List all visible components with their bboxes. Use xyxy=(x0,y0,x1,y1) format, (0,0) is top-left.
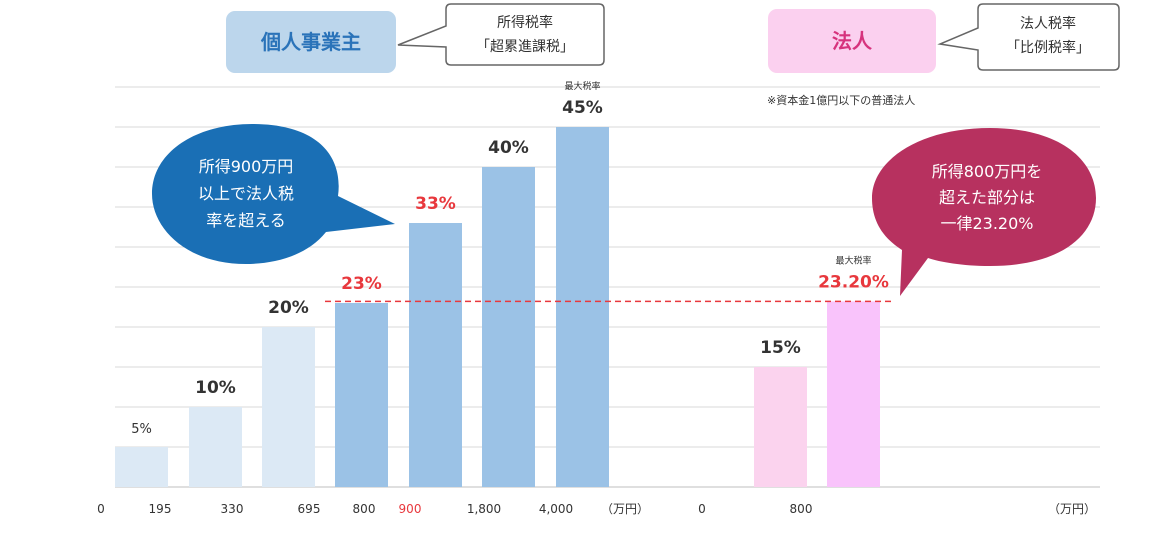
individual-callout-shape xyxy=(397,3,605,66)
bubble-right-line-1: 所得800万円を xyxy=(932,162,1043,181)
corporate-callout-line-2: 「比例税率」 xyxy=(1006,39,1090,56)
corporate-x-tick-label: 800 xyxy=(790,502,813,516)
individual-bar-value-label: 10% xyxy=(195,378,236,398)
individual-x-tick-label: 695 xyxy=(298,502,321,516)
corporate-header: 法人 法人税率 「比例税率」 xyxy=(768,3,1120,73)
bubble-right-shape xyxy=(872,128,1096,296)
individual-bar-value-label: 23% xyxy=(341,274,382,294)
bubble-left-line-3: 率を超える xyxy=(206,211,286,230)
individual-x-tick-label: 195 xyxy=(149,502,172,516)
individual-bar xyxy=(482,167,535,487)
corporate-x-unit-label: （万円） xyxy=(1048,502,1096,516)
bubble-left-line-2: 以上で法人税 xyxy=(198,184,294,203)
individual-callout-line-2: 「超累進課税」 xyxy=(476,39,574,55)
corporate-x-tick-label: 0 xyxy=(698,502,706,516)
individual-x-tick-label: 0 xyxy=(97,502,105,516)
bubble-left: 所得900万円 以上で法人税 率を超える xyxy=(152,124,395,264)
individual-bar xyxy=(409,223,462,487)
individual-bar-value-label: 40% xyxy=(488,138,529,158)
individual-x-tick-label: 900 xyxy=(399,502,422,516)
individual-callout-line-1: 所得税率 xyxy=(497,14,553,31)
individual-box-label: 個人事業主 xyxy=(260,30,361,54)
corporate-bar xyxy=(754,367,807,487)
individual-header: 個人事業主 所得税率 「超累進課税」 xyxy=(226,3,605,73)
corporate-callout-shape xyxy=(937,3,1120,71)
corporate-bar xyxy=(827,301,880,487)
bubble-left-shape xyxy=(152,124,395,264)
individual-x-tick-label: 1,800 xyxy=(467,502,501,516)
individual-x-tick-label: 330 xyxy=(221,502,244,516)
corporate-box-label: 法人 xyxy=(832,29,873,53)
bubble-right: 所得800万円を 超えた部分は 一律23.20% xyxy=(872,128,1096,296)
corporate-callout-line-1: 法人税率 xyxy=(1020,15,1076,32)
corporate-bar-value-label: 23.20% xyxy=(818,272,889,292)
individual-bar xyxy=(189,407,242,487)
individual-bar xyxy=(262,327,315,487)
bubble-right-line-2: 超えた部分は xyxy=(939,188,1035,207)
x-axis-ticks: 0 195 330 695 800 900 1,800 4,000 （万円） 0 800 （万円） xyxy=(97,502,1096,516)
bubble-right-line-3: 一律23.20% xyxy=(940,214,1033,233)
individual-box xyxy=(226,11,396,73)
corporate-max-rate-label: 最大税率 xyxy=(835,254,871,266)
individual-bar xyxy=(335,303,388,487)
bars: 5% 10% 20% 23% 33% 40% 45% 最大税率 15% 23.20% 最大税率 xyxy=(115,80,889,487)
individual-bar-value-label: 33% xyxy=(415,194,456,214)
individual-bar-value-label: 5% xyxy=(131,422,152,437)
corporate-box xyxy=(768,9,936,73)
individual-x-tick-label: 4,000 xyxy=(539,502,573,516)
individual-bar xyxy=(115,447,168,487)
individual-x-tick-label: 800 xyxy=(353,502,376,516)
individual-bar-value-label: 20% xyxy=(268,298,309,318)
individual-bar xyxy=(556,127,609,487)
individual-max-rate-label: 最大税率 xyxy=(564,80,600,92)
footnote: ※資本金1億円以下の普通法人 xyxy=(767,93,915,107)
bubble-left-line-1: 所得900万円 xyxy=(199,157,294,176)
corporate-bar-value-label: 15% xyxy=(760,338,801,358)
individual-bar-value-label: 45% xyxy=(562,98,603,118)
individual-x-unit-label: （万円） xyxy=(601,502,649,516)
